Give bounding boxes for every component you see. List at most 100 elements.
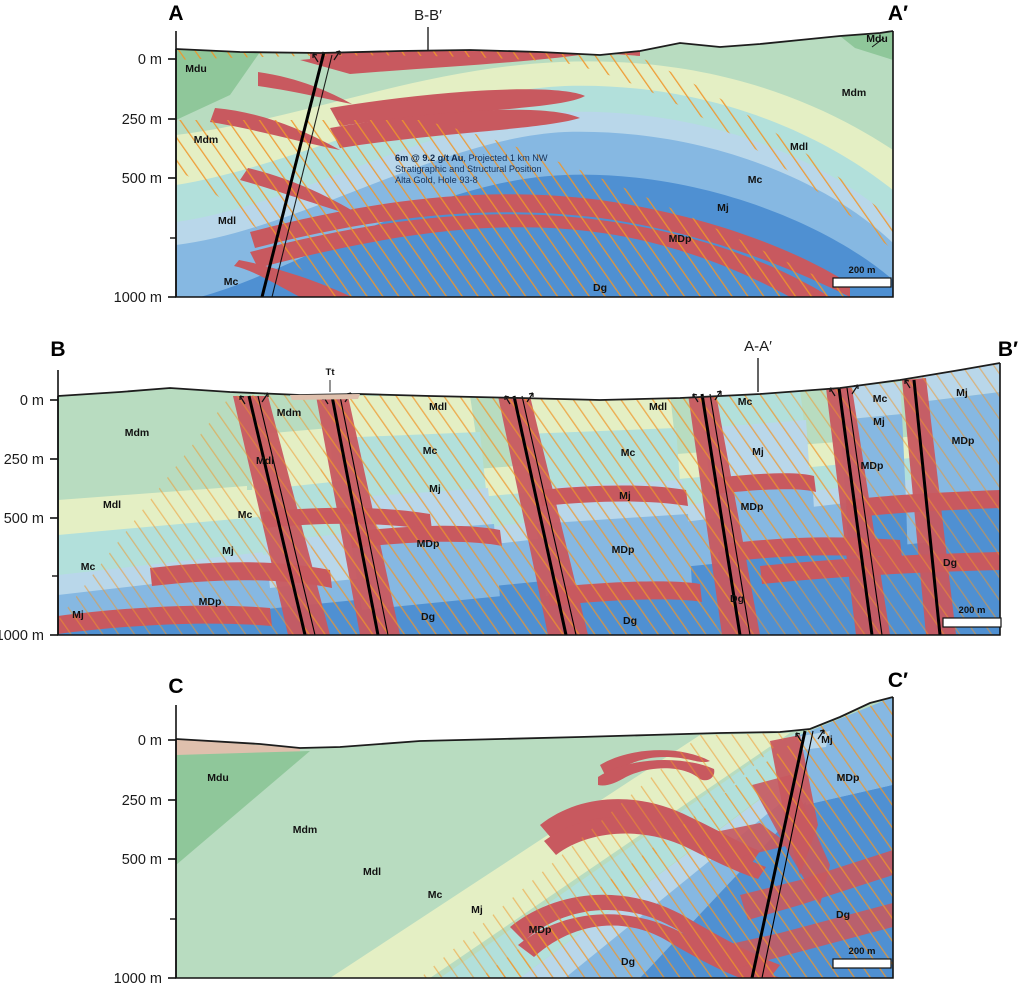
unit-label: Mc	[748, 174, 763, 186]
topographic-surface	[175, 696, 894, 749]
unit-label: Mj	[821, 734, 833, 746]
fault-line	[750, 730, 807, 979]
scalebar-c: 200 m	[832, 946, 892, 969]
unit-label: Mdl	[218, 215, 236, 227]
depth-tick-0: 0 m	[138, 52, 162, 68]
unit-label: Dg	[621, 956, 635, 968]
fault-line-secondary	[271, 54, 333, 298]
section-end-label-a: A′	[888, 2, 908, 25]
panel-c-geology	[176, 697, 893, 978]
unit-label: Mdl	[103, 499, 121, 511]
annotation-grade: 6m @ 9.2 g/t Au	[395, 153, 463, 163]
unit-label: Mdl	[256, 455, 274, 467]
fault-trace-group-b	[247, 379, 942, 636]
unit-label: Dg	[730, 593, 744, 605]
svg-text:6m @ 9.2 g/t Au, Projected 1 k: 6m @ 9.2 g/t Au, Projected 1 km NW	[395, 153, 548, 163]
annotation-position: Stratigraphic and Structural Position	[395, 164, 542, 174]
fault-line	[260, 51, 326, 298]
unit-label: Mc	[238, 509, 253, 521]
alteration-hatch	[300, 394, 900, 635]
unit-label: Mdl	[429, 401, 447, 413]
unit-label: Mdl	[363, 866, 381, 878]
unit-mdm-band	[176, 737, 660, 978]
intrusion-band	[330, 89, 585, 126]
unit-label: Mdu	[207, 772, 229, 784]
depth-axis-c: 0 m 250 m 500 m 1000 m	[114, 705, 177, 987]
unit-label: Mdm	[125, 427, 150, 439]
unit-label: Mdl	[790, 141, 808, 153]
unit-label: Dg	[836, 909, 850, 921]
unit-label-group-a: Mdu Mdm Mdl Mc Mdu Mdm Mdl Mc Mj MDp Dg	[185, 33, 888, 294]
panel-b-geology	[58, 363, 1000, 635]
unit-mdu-fill	[176, 49, 260, 120]
topographic-surface	[175, 30, 894, 56]
fault-motion-arrows-c	[795, 729, 825, 742]
alteration-hatch	[176, 49, 893, 250]
scalebar-bar	[832, 277, 892, 288]
depth-tick-500: 500 m	[122, 852, 162, 868]
annotation-source: Alta Gold, Hole 93-8	[395, 175, 478, 185]
unit-label: Mj	[956, 387, 968, 399]
unit-label: MDp	[199, 596, 222, 608]
section-end-label-b: B′	[998, 338, 1018, 361]
annotation-projection: , Projected 1 km NW	[463, 153, 548, 163]
unit-label: MDp	[861, 460, 884, 472]
mdu-leader-line	[871, 37, 885, 48]
depth-axis-a: 0 m 250 m 500 m 1000 m	[114, 31, 177, 306]
section-start-label-a: A	[168, 2, 183, 25]
unit-label: Dg	[421, 611, 435, 623]
depth-tick-250: 250 m	[122, 112, 162, 128]
scalebar-a: 200 m	[832, 265, 892, 288]
unit-label: Mc	[423, 445, 438, 457]
unit-label: MDp	[612, 544, 635, 556]
depth-tick-1000: 1000 m	[114, 290, 162, 306]
section-start-label-c: C	[168, 675, 183, 698]
scalebar-label: 200 m	[849, 265, 876, 276]
unit-label: MDp	[669, 233, 692, 245]
drill-annotation: 6m @ 9.2 g/t Au, Projected 1 km NW Strat…	[395, 153, 548, 185]
panel-a-svg: 0 m 250 m 500 m 1000 m A A′ B-B′ 6m @ 9.…	[114, 2, 908, 306]
unit-label: Dg	[593, 282, 607, 294]
section-start-label-b: B	[50, 338, 65, 361]
unit-label: Mj	[222, 545, 234, 557]
unit-label: Mdl	[649, 401, 667, 413]
unit-label-tt: Tt	[326, 367, 336, 378]
depth-tick-250: 250 m	[4, 452, 44, 468]
section-end-label-c: C′	[888, 669, 908, 692]
unit-label: Mc	[621, 447, 636, 459]
depth-axis-b: 0 m 250 m 500 m 1000 m	[0, 370, 59, 644]
unit-label: Mdu	[185, 63, 207, 75]
unit-label: MDp	[741, 501, 764, 513]
unit-mdu-fill-right	[840, 31, 893, 60]
unit-label: Mc	[224, 276, 239, 288]
depth-tick-500: 500 m	[4, 511, 44, 527]
unit-label: Mj	[471, 904, 483, 916]
unit-label: MDp	[837, 772, 860, 784]
alteration-hatch	[176, 120, 860, 297]
panel-b-svg: Tt 0 m 250 m 500 m 1000 m B B′ A-A′ Mdm …	[0, 338, 1018, 644]
unit-label: Mdm	[293, 824, 318, 836]
unit-label: Mc	[738, 396, 753, 408]
unit-label: MDp	[529, 924, 552, 936]
intrusion-band	[258, 72, 352, 104]
topographic-surface	[57, 362, 1001, 401]
fault-line-secondary	[761, 730, 814, 979]
depth-tick-500: 500 m	[122, 171, 162, 187]
unit-label-group-c: Mdu Mdm Mdl Mc Mj MDp Dg Mj MDp Dg	[207, 734, 859, 968]
unit-label: MDp	[952, 435, 975, 447]
unit-label: Mj	[619, 490, 631, 502]
cross-section-panel-b: Tt 0 m 250 m 500 m 1000 m B B′ A-A′ Mdm …	[0, 330, 1024, 650]
scalebar-bar	[832, 958, 892, 969]
panel-c-svg: 0 m 250 m 500 m 1000 m C C′ Mdu Mdm Mdl …	[114, 669, 908, 987]
alteration-hatch	[420, 733, 790, 978]
unit-label: Mj	[429, 483, 441, 495]
cross-section-panel-c: 0 m 250 m 500 m 1000 m C C′ Mdu Mdm Mdl …	[0, 665, 1024, 989]
unit-label: Mc	[428, 889, 443, 901]
unit-label: Mj	[752, 446, 764, 458]
unit-label: Mdu	[866, 33, 888, 45]
scalebar-bar	[942, 617, 1002, 628]
unit-label: Dg	[943, 557, 957, 569]
depth-tick-0: 0 m	[138, 733, 162, 749]
unit-label: Mj	[72, 609, 84, 621]
unit-label: Dg	[623, 615, 637, 627]
